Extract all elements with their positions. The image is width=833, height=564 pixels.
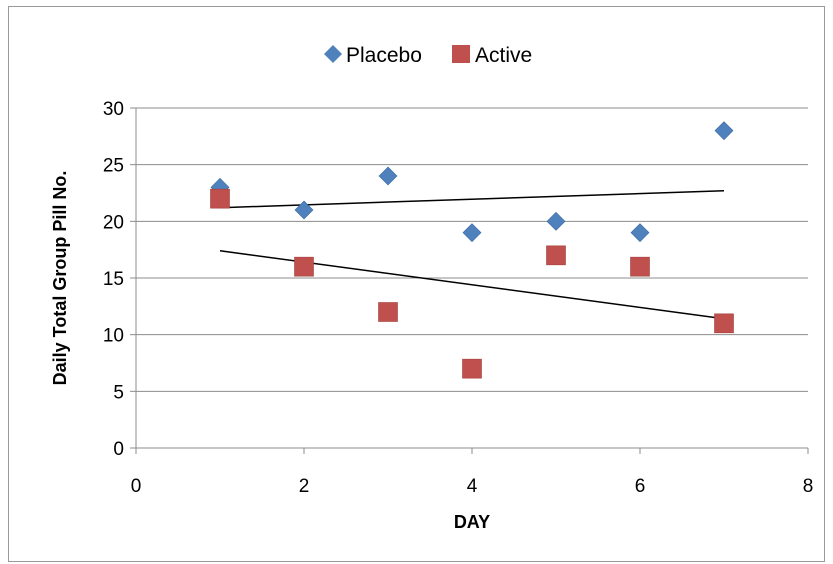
- point-active-4: [462, 358, 482, 379]
- point-placebo-5: [546, 211, 566, 231]
- x-tick-label-4: 4: [467, 476, 478, 497]
- y-tick-labels: 0 5 10 15 20 25 30: [103, 99, 124, 460]
- x-tick-label-2: 2: [299, 476, 310, 497]
- point-placebo-4: [462, 223, 482, 243]
- point-active-3: [378, 302, 398, 322]
- y-tick-label-5: 5: [113, 382, 124, 403]
- chart-frame: [8, 6, 825, 562]
- point-placebo-3: [378, 166, 398, 186]
- legend-label-active: Active: [475, 44, 532, 67]
- data-points: [210, 121, 734, 379]
- point-active-1: [210, 188, 230, 209]
- x-tick-label-6: 6: [635, 476, 646, 497]
- legend-label-placebo: Placebo: [346, 44, 422, 67]
- axes: [130, 107, 809, 454]
- point-placebo-7: [714, 121, 734, 141]
- y-tick-label-0: 0: [113, 439, 124, 460]
- y-tick-label-25: 25: [103, 156, 124, 177]
- y-axis-title: Daily Total Group Pill No.: [50, 171, 70, 386]
- y-tick-label-30: 30: [103, 99, 124, 120]
- point-placebo-2: [294, 200, 314, 220]
- point-placebo-6: [630, 223, 650, 243]
- x-tick-label-0: 0: [131, 476, 142, 497]
- point-active-6: [630, 256, 650, 277]
- y-tick-label-20: 20: [103, 212, 124, 233]
- trendline-placebo: [219, 189, 725, 209]
- point-active-7: [714, 313, 734, 334]
- point-active-5: [546, 245, 566, 266]
- x-axis-title: DAY: [454, 512, 490, 532]
- legend-marker-placebo: [324, 45, 342, 63]
- x-tick-labels: 0 2 4 6 8: [131, 476, 814, 497]
- x-tick-label-8: 8: [803, 476, 814, 497]
- legend-marker-active: [452, 45, 470, 63]
- y-tick-label-10: 10: [103, 326, 124, 347]
- legend: Placebo Active: [324, 44, 532, 67]
- y-tick-label-15: 15: [103, 269, 124, 290]
- gridlines: [136, 107, 808, 392]
- point-active-2: [294, 256, 314, 277]
